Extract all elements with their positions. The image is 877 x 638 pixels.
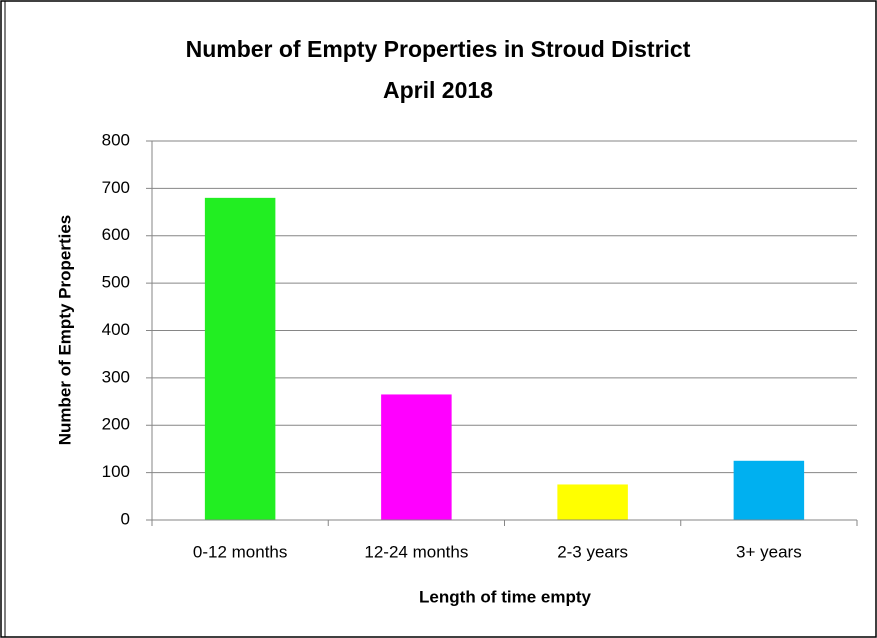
x-tick-label: 2-3 years bbox=[557, 542, 628, 561]
bar bbox=[204, 197, 276, 520]
y-tick-label: 200 bbox=[102, 415, 130, 434]
bar bbox=[733, 460, 805, 520]
y-tick-label: 300 bbox=[102, 367, 130, 386]
y-tick-label: 400 bbox=[102, 320, 130, 339]
y-tick-label: 500 bbox=[102, 273, 130, 292]
chart-title: April 2018 bbox=[383, 77, 493, 103]
x-axis-title: Length of time empty bbox=[419, 587, 591, 606]
y-tick-label: 0 bbox=[121, 509, 130, 528]
y-axis-title: Number of Empty Properties bbox=[55, 215, 74, 446]
y-tick-label: 100 bbox=[102, 462, 130, 481]
bar bbox=[381, 394, 452, 520]
x-tick-label: 0-12 months bbox=[193, 542, 288, 561]
chart-title: Number of Empty Properties in Stroud Dis… bbox=[186, 36, 691, 62]
y-tick-label: 800 bbox=[102, 130, 130, 149]
y-tick-label: 700 bbox=[102, 178, 130, 197]
bar bbox=[557, 484, 628, 520]
x-tick-label: 12-24 months bbox=[364, 542, 468, 561]
x-tick-label: 3+ years bbox=[736, 542, 802, 561]
y-tick-label: 600 bbox=[102, 225, 130, 244]
